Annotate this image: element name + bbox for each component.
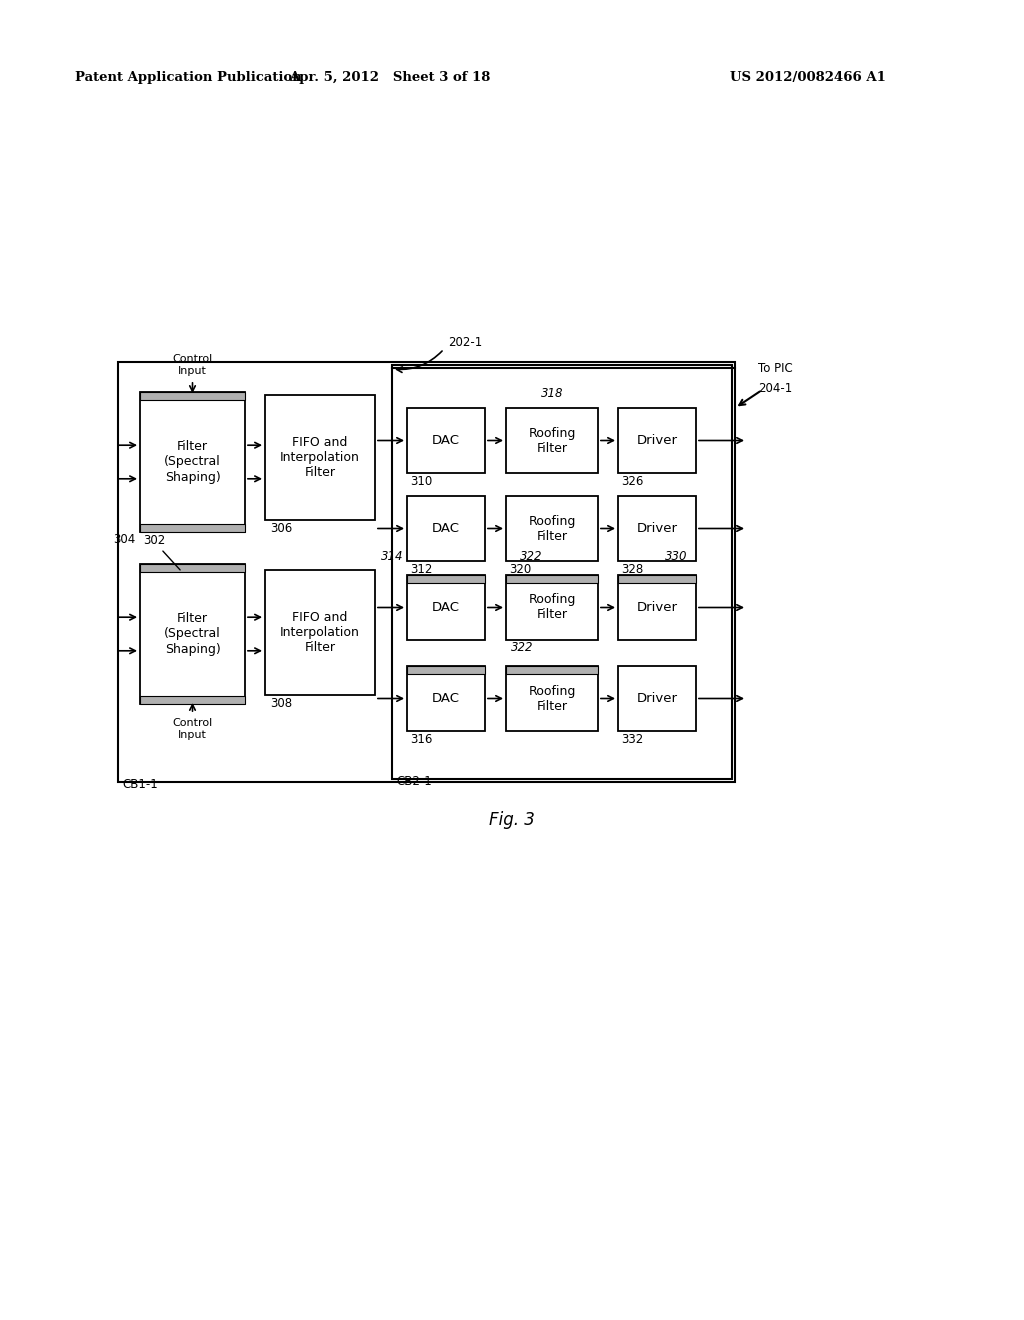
Text: Filter
(Spectral
Shaping): Filter (Spectral Shaping) <box>164 441 221 483</box>
Text: Driver: Driver <box>637 434 678 447</box>
Bar <box>407 576 485 583</box>
Bar <box>618 667 696 731</box>
Bar <box>407 408 485 473</box>
Bar <box>407 496 485 561</box>
Bar <box>407 576 485 640</box>
Bar <box>140 392 245 400</box>
Bar <box>618 408 696 473</box>
Text: 316: 316 <box>410 733 432 746</box>
Text: US 2012/0082466 A1: US 2012/0082466 A1 <box>730 71 886 84</box>
Bar <box>265 570 375 696</box>
Text: 332: 332 <box>621 733 643 746</box>
Bar <box>140 564 245 704</box>
Text: 310: 310 <box>410 475 432 488</box>
Text: Driver: Driver <box>637 601 678 614</box>
Bar <box>618 576 696 640</box>
Text: DAC: DAC <box>432 601 460 614</box>
Bar <box>265 395 375 520</box>
Text: To PIC: To PIC <box>758 362 793 375</box>
Bar <box>618 496 696 561</box>
Text: 308: 308 <box>270 697 292 710</box>
Text: 204-1: 204-1 <box>758 381 793 395</box>
Text: 322: 322 <box>511 642 534 653</box>
Text: Roofing
Filter: Roofing Filter <box>528 515 575 543</box>
Text: 202-1: 202-1 <box>449 335 482 348</box>
Text: 312: 312 <box>410 564 432 576</box>
Bar <box>392 366 732 779</box>
Text: Patent Application Publication: Patent Application Publication <box>75 71 302 84</box>
Bar <box>506 408 598 473</box>
Text: 328: 328 <box>621 564 643 576</box>
Text: Apr. 5, 2012   Sheet 3 of 18: Apr. 5, 2012 Sheet 3 of 18 <box>290 71 490 84</box>
Bar <box>140 524 245 532</box>
Bar <box>506 576 598 640</box>
Text: DAC: DAC <box>432 434 460 447</box>
Text: 322: 322 <box>520 550 543 564</box>
Text: CB1-1: CB1-1 <box>122 777 158 791</box>
Text: DAC: DAC <box>432 692 460 705</box>
Text: 330: 330 <box>665 550 687 564</box>
Bar <box>506 496 598 561</box>
Bar <box>118 362 735 781</box>
Text: DAC: DAC <box>432 521 460 535</box>
Text: 306: 306 <box>270 521 292 535</box>
Text: Filter
(Spectral
Shaping): Filter (Spectral Shaping) <box>164 612 221 656</box>
Text: 314: 314 <box>381 550 403 564</box>
Bar <box>618 576 696 583</box>
Bar <box>140 392 245 532</box>
Text: Roofing
Filter: Roofing Filter <box>528 685 575 713</box>
Text: 326: 326 <box>621 475 643 488</box>
Text: Fig. 3: Fig. 3 <box>489 810 535 829</box>
Text: CB2-1: CB2-1 <box>396 775 432 788</box>
Bar <box>407 667 485 731</box>
Text: FIFO and
Interpolation
Filter: FIFO and Interpolation Filter <box>280 436 360 479</box>
Bar <box>506 576 598 583</box>
Text: FIFO and
Interpolation
Filter: FIFO and Interpolation Filter <box>280 611 360 653</box>
Text: Roofing
Filter: Roofing Filter <box>528 594 575 622</box>
Text: Control
Input: Control Input <box>172 718 213 739</box>
Text: 320: 320 <box>509 564 531 576</box>
Text: 304: 304 <box>113 533 135 546</box>
Bar <box>140 564 245 572</box>
Text: Driver: Driver <box>637 521 678 535</box>
Bar <box>140 696 245 704</box>
Bar <box>407 667 485 675</box>
Text: Control
Input: Control Input <box>172 354 213 376</box>
Text: 302: 302 <box>143 535 165 546</box>
Text: Roofing
Filter: Roofing Filter <box>528 426 575 454</box>
Bar <box>506 667 598 731</box>
Text: Driver: Driver <box>637 692 678 705</box>
Text: 318: 318 <box>541 387 563 400</box>
Bar <box>506 667 598 675</box>
